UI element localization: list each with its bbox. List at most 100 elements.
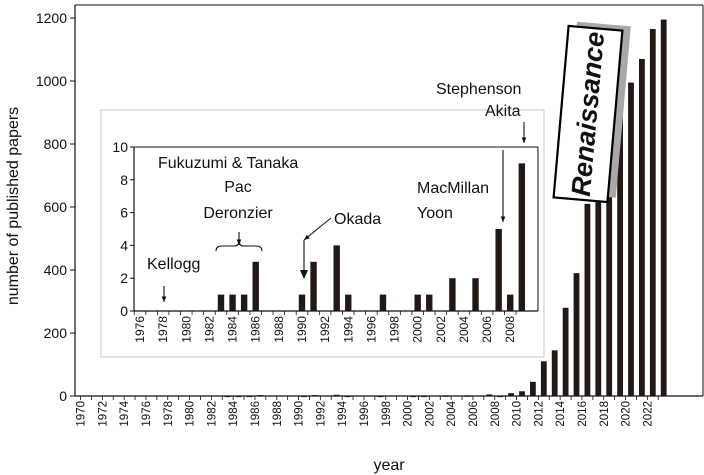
main-chart: 0 200 400 600 800 1000 1200 1970 1972 1974 1976 197… — [5, 4, 704, 474]
inset-bar — [217, 294, 225, 311]
arrow-head — [304, 234, 310, 240]
bar — [377, 395, 384, 398]
x-tick-label: 2016 — [577, 401, 589, 427]
bar — [595, 140, 602, 396]
inset-x-tick-label: 2004 — [457, 316, 471, 343]
inset-bar — [345, 294, 352, 311]
renaissance-badge: Renaissance — [552, 21, 631, 204]
arrow-head — [500, 216, 506, 222]
inset-y-tick-label: 2 — [120, 270, 128, 286]
y-tick-label: 1000 — [36, 73, 67, 89]
inset-x-tick-label: 1984 — [226, 316, 240, 343]
bar — [464, 395, 471, 397]
annotation-label: Fukuzumi & Tanaka — [158, 155, 298, 172]
annotation-label: Pac — [224, 179, 252, 196]
bar — [540, 361, 547, 396]
inset-bar — [229, 294, 236, 311]
inset-x-tick-label: 1982 — [202, 316, 216, 343]
annotation-label: Okada — [334, 211, 381, 228]
inset-bar — [518, 163, 526, 311]
inset-bar — [298, 294, 306, 311]
annotation-label: MacMillan — [417, 180, 489, 197]
x-tick-label: 2000 — [403, 401, 415, 427]
bar — [628, 82, 634, 396]
inset-chart: 0 2 4 6 8 10 1976 1978 1980 1982 1984 1986 1988 1990 1… — [100, 109, 545, 358]
inset-x-tick-label: 1992 — [318, 316, 332, 343]
y-tick-label: 1200 — [36, 10, 67, 26]
inset-x-tick-label: 1998 — [388, 316, 402, 343]
bar — [649, 29, 656, 397]
x-tick-label: 2004 — [446, 400, 458, 426]
inset-x-tick-label: 2008 — [503, 316, 517, 343]
inset-bar — [495, 229, 502, 311]
annotation-label: Yoon — [417, 205, 453, 222]
inset-x-tick-label: 1990 — [295, 316, 309, 343]
x-tick-label: 2008 — [490, 401, 502, 427]
inset-bar — [414, 294, 421, 311]
bar — [486, 394, 493, 396]
x-tick-label: 1992 — [315, 401, 327, 427]
bar — [235, 395, 242, 398]
x-tick-label: 1994 — [337, 400, 349, 426]
y-tick-label: 200 — [44, 325, 68, 341]
arrow-head — [521, 137, 527, 143]
bar — [301, 395, 307, 398]
bar — [519, 391, 525, 396]
inset-y-tick-label: 10 — [112, 139, 128, 155]
annotation-label: Deronzier — [203, 205, 273, 222]
inset-y-tick-label: 6 — [120, 205, 128, 221]
x-tick-label: 1978 — [163, 401, 175, 427]
y-tick-label: 400 — [44, 262, 68, 278]
inset-bar — [252, 261, 259, 311]
x-tick-label: 2012 — [533, 401, 545, 427]
x-tick-label: 1980 — [185, 401, 197, 427]
annotation-label: Akita — [485, 103, 521, 120]
inset-bar — [240, 294, 248, 311]
inset-x-tick-label: 1988 — [272, 316, 286, 343]
arrow-head — [161, 296, 167, 302]
x-tick-label: 1998 — [381, 401, 393, 427]
arrow-head — [300, 270, 308, 279]
bar — [333, 394, 340, 397]
bar — [246, 395, 253, 398]
x-tick-label: 1974 — [119, 400, 131, 426]
bar — [508, 393, 514, 396]
x-tick-label: 2002 — [424, 401, 436, 427]
inset-bar — [379, 294, 387, 311]
bar — [312, 395, 318, 397]
annotation-arrow — [303, 217, 332, 241]
annotation-label: Kellogg — [147, 256, 200, 273]
inset-x-tick-label: 1986 — [249, 316, 263, 343]
inset-x-tick-label: 1976 — [133, 316, 147, 343]
y-tick-label: 800 — [44, 136, 68, 152]
bar — [530, 381, 536, 396]
x-tick-label: 2018 — [599, 401, 611, 427]
annotations: Kellogg Fukuzumi & Tanaka Pac Deronzier Okad… — [147, 81, 527, 302]
bar — [639, 58, 645, 396]
inset-x-tick-label: 2002 — [434, 316, 448, 343]
inset-x-tick-label: 1978 — [156, 316, 170, 343]
bar — [617, 90, 623, 396]
inset-y-tick-label: 0 — [120, 303, 128, 319]
x-tick-label: 1982 — [206, 401, 218, 427]
x-tick-label: 1972 — [97, 401, 109, 427]
x-tick-label: 2022 — [642, 401, 654, 427]
bar — [257, 395, 264, 397]
x-axis-title: year — [373, 457, 405, 474]
y-tick-label: 0 — [59, 388, 67, 404]
inset-x-tick-label: 2000 — [411, 316, 425, 343]
bar — [344, 395, 351, 398]
inset-x-tick-label: 1980 — [179, 316, 193, 343]
inset-x-tick-label: 2006 — [480, 316, 494, 343]
inset-bar — [472, 278, 479, 311]
x-tick-label: 2006 — [468, 401, 480, 427]
inset-bar — [333, 245, 340, 311]
bar — [584, 203, 591, 396]
bar — [606, 79, 613, 397]
inset-bar — [310, 261, 317, 311]
x-tick-label: 1970 — [76, 401, 88, 427]
x-tick-label: 2014 — [555, 400, 567, 426]
x-tick-label: 1984 — [228, 400, 240, 426]
x-tick-label: 1990 — [294, 401, 306, 427]
